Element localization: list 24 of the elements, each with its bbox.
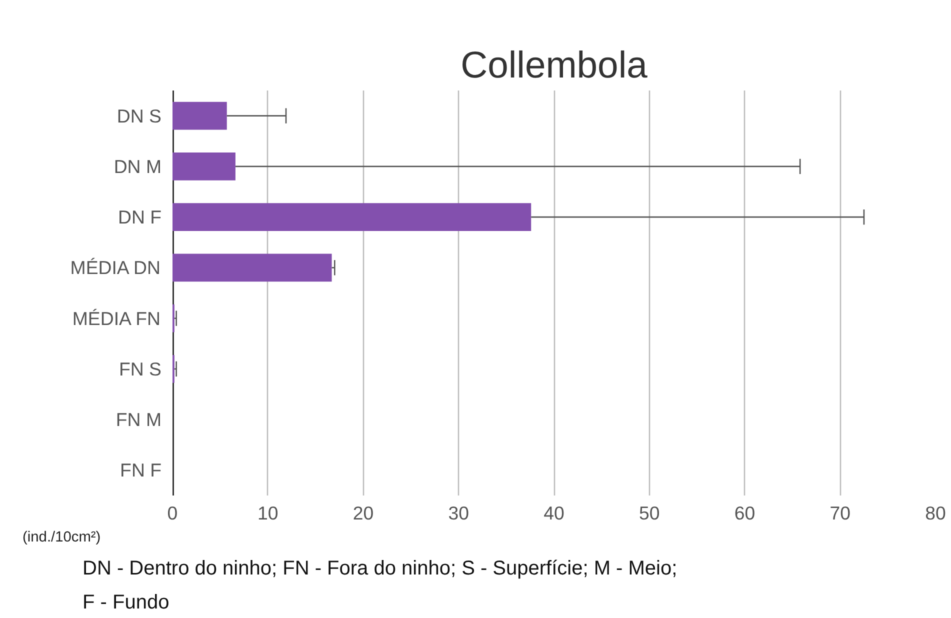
bar (172, 102, 227, 130)
chart-title: Collembola (460, 44, 648, 86)
y-tick-label: FN M (116, 409, 162, 430)
y-tick-label: MÉDIA FN (72, 308, 160, 329)
bar (172, 152, 236, 180)
bar (172, 254, 332, 282)
x-tick-label: 50 (639, 502, 660, 524)
y-tick-label: FN F (120, 460, 162, 481)
text: DN - Dentro do ninho; FN - Fora do ninho; S - Superfície; M - Meio; F - Fundo (82, 558, 678, 614)
x-tick-label: 60 (734, 502, 756, 524)
x-tick-label: 10 (258, 502, 278, 524)
x-tick-label: 20 (352, 502, 374, 524)
x-tick-label: 0 (167, 502, 178, 524)
x-tick-label: 40 (544, 502, 564, 524)
y-tick-label: DN M (114, 156, 162, 177)
bar (172, 203, 532, 231)
x-axis-title: (ind./10cm²) (22, 530, 101, 546)
x-tick-label: 30 (448, 502, 470, 524)
x-tick-label: 80 (925, 502, 946, 524)
y-tick-label: MÉDIA DN (70, 257, 160, 278)
y-tick-label: DN F (118, 206, 162, 228)
x-tick-label: 70 (830, 502, 851, 524)
y-tick-label: DN S (116, 105, 162, 126)
y-tick-label: FN S (119, 358, 162, 380)
